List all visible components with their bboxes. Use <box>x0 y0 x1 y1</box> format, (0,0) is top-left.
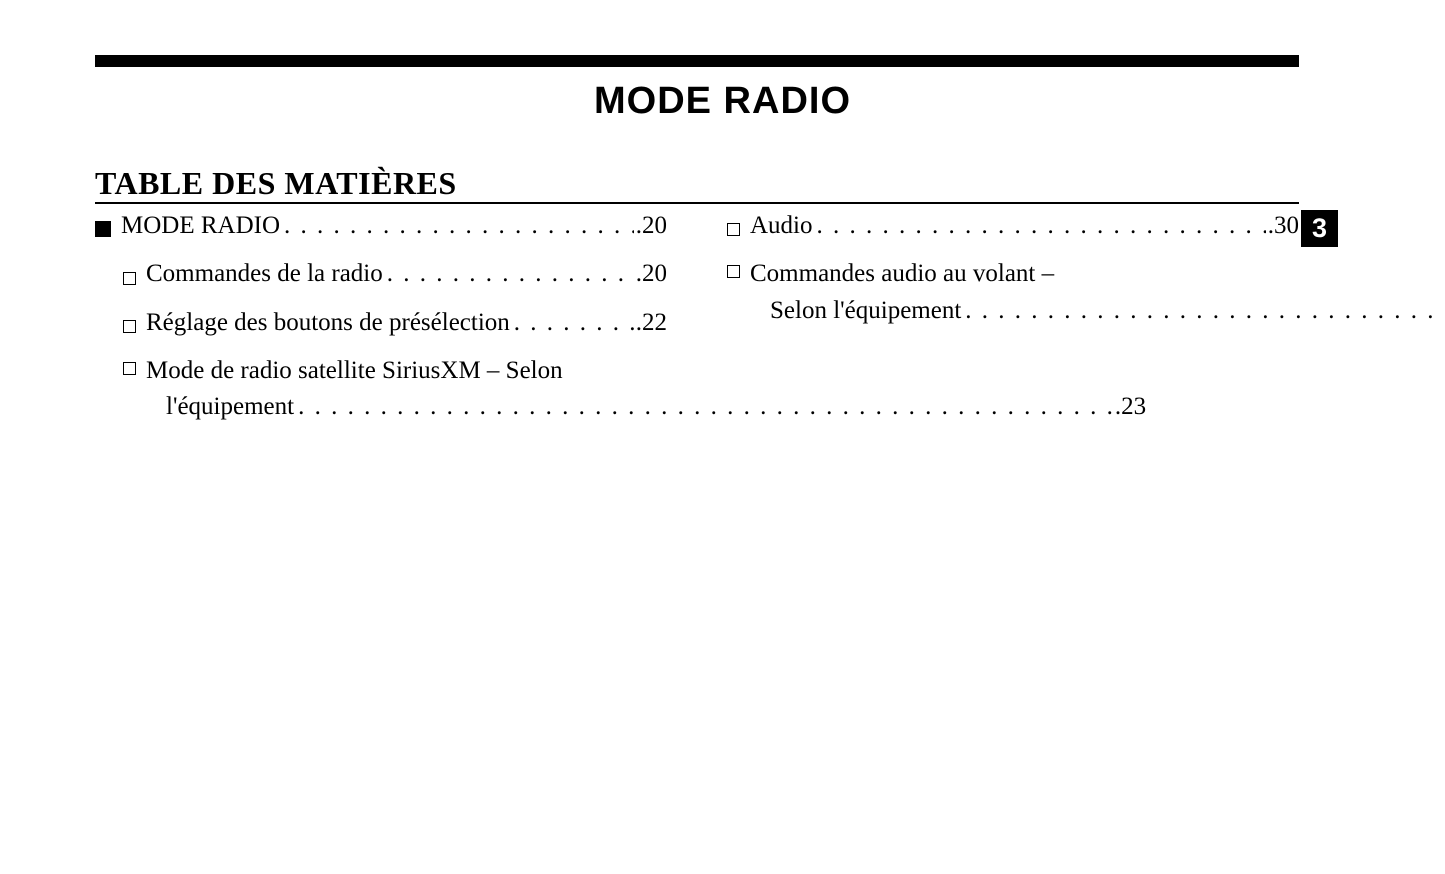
toc-entry: MODE RADIO .20 <box>95 208 667 244</box>
toc-entry-page: .20 <box>634 208 667 244</box>
dot-leaders <box>514 305 634 341</box>
toc-entry: Réglage des boutons de présélection .22 <box>95 305 667 341</box>
toc-entry-page: .22 <box>634 305 667 341</box>
toc-entry-lastline: Selon l'équipement .33 <box>750 293 1445 329</box>
outline-square-bullet-icon <box>727 223 740 236</box>
outline-square-bullet-icon <box>727 265 740 278</box>
toc-entry-page: .20 <box>634 256 667 292</box>
toc-columns: MODE RADIO .20 Commandes de la radio .20… <box>95 208 1299 437</box>
dot-leaders <box>298 389 1113 425</box>
toc-entry-multiline: Commandes audio au volant – Selon l'équi… <box>750 256 1445 329</box>
outline-square-bullet-icon <box>123 362 136 375</box>
toc-entry-label-line1: Mode de radio satellite SiriusXM – Selon <box>146 357 563 384</box>
toc-entry-line: Audio .30 <box>750 208 1299 244</box>
dot-leaders <box>284 208 634 244</box>
square-bullet-icon <box>95 221 111 237</box>
toc-entry-label-line2: l'équipement <box>166 389 294 425</box>
toc-entry: Commandes de la radio .20 <box>95 256 667 292</box>
toc-entry: Commandes audio au volant – Selon l'équi… <box>727 256 1299 329</box>
toc-entry-label: Commandes de la radio <box>146 256 383 292</box>
toc-entry-label-line1: Commandes audio au volant – <box>750 260 1054 287</box>
toc-heading: TABLE DES MATIÈRES <box>95 165 457 202</box>
toc-entry: Audio .30 <box>727 208 1299 244</box>
toc-entry-line: Réglage des boutons de présélection .22 <box>146 305 667 341</box>
section-tab: 3 <box>1301 210 1338 247</box>
dot-leaders <box>965 293 1445 329</box>
toc-entry-line: MODE RADIO .20 <box>121 208 667 244</box>
toc-entry-label-line2: Selon l'équipement <box>770 293 961 329</box>
toc-column-left: MODE RADIO .20 Commandes de la radio .20… <box>95 208 667 437</box>
outline-square-bullet-icon <box>123 272 136 285</box>
toc-entry-label: Réglage des boutons de présélection <box>146 305 510 341</box>
dot-leaders <box>387 256 634 292</box>
toc-entry: Mode de radio satellite SiriusXM – Selon… <box>95 353 667 426</box>
toc-underline-rule <box>95 202 1299 204</box>
toc-entry-lastline: l'équipement .23 <box>146 389 1146 425</box>
document-page: MODE RADIO TABLE DES MATIÈRES 3 MODE RAD… <box>0 0 1445 874</box>
toc-entry-page: .30 <box>1266 208 1299 244</box>
toc-entry-line: Commandes de la radio .20 <box>146 256 667 292</box>
dot-leaders <box>817 208 1266 244</box>
toc-entry-label: Audio <box>750 208 813 244</box>
top-horizontal-rule <box>95 55 1299 67</box>
toc-entry-label: MODE RADIO <box>121 208 280 244</box>
outline-square-bullet-icon <box>123 320 136 333</box>
chapter-title: MODE RADIO <box>0 80 1445 123</box>
